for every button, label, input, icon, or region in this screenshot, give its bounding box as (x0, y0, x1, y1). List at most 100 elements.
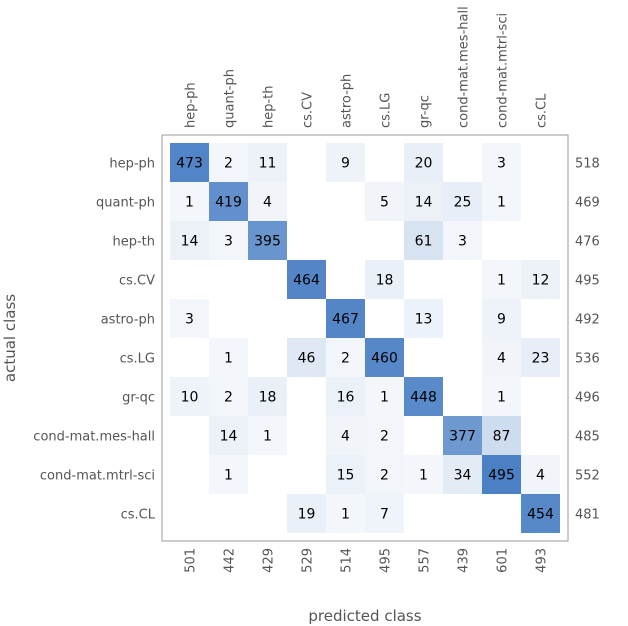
col-label: hep-ph (184, 82, 199, 128)
cell-value: 14 (415, 195, 433, 211)
cell-r5-c4 (326, 338, 365, 377)
y-axis-title: actual class (1, 294, 19, 382)
cell-value: 467 (332, 312, 359, 328)
cell-r6-c8 (482, 377, 521, 416)
cell-r9-c9 (521, 494, 560, 533)
row-label: gr-qc (122, 391, 155, 406)
cell-value: 1 (497, 390, 506, 406)
cell-r4-c0 (170, 299, 209, 338)
cell-value: 46 (298, 351, 316, 367)
cell-r2-c1 (209, 221, 248, 260)
cell-r5-c8 (482, 338, 521, 377)
col-total: 501 (184, 548, 199, 573)
cell-r8-c6 (404, 455, 443, 494)
row-total: 495 (575, 274, 600, 289)
cell-r1-c8 (482, 182, 521, 221)
cell-r6-c2 (248, 377, 287, 416)
cell-value: 4 (536, 468, 545, 484)
cell-value: 495 (488, 468, 515, 484)
row-label: cond-mat.mes-hall (33, 430, 155, 445)
cell-r8-c1 (209, 455, 248, 494)
cell-value: 4 (263, 195, 272, 211)
cell-value: 25 (454, 195, 472, 211)
cell-r7-c1 (209, 416, 248, 455)
cell-r3-c3 (287, 260, 326, 299)
cell-r6-c6 (404, 377, 443, 416)
cell-r0-c6 (404, 143, 443, 182)
cell-r1-c2 (248, 182, 287, 221)
cell-r6-c0 (170, 377, 209, 416)
cell-r3-c5 (365, 260, 404, 299)
cell-r9-c4 (326, 494, 365, 533)
cell-value: 1 (380, 390, 389, 406)
cell-value: 2 (341, 351, 350, 367)
col-total: 529 (301, 548, 316, 573)
cell-value: 5 (380, 195, 389, 211)
cell-r6-c1 (209, 377, 248, 416)
row-label: cs.CL (121, 508, 156, 523)
col-total: 429 (262, 548, 277, 573)
cell-value: 454 (527, 507, 554, 523)
cell-r5-c1 (209, 338, 248, 377)
row-labels: hep-ph quant-ph hep-th cs.CV astro-ph cs.LG gr… (33, 157, 155, 523)
cell-value: 61 (415, 234, 433, 250)
row-label: hep-th (112, 235, 155, 250)
cell-value: 23 (532, 351, 550, 367)
row-total: 492 (575, 313, 600, 328)
cell-r0-c2 (248, 143, 287, 182)
col-label: cs.LG (379, 93, 394, 128)
row-total: 552 (575, 469, 600, 484)
cell-value: 15 (337, 468, 355, 484)
cell-value: 1 (341, 507, 350, 523)
cell-r4-c8 (482, 299, 521, 338)
col-label: cond-mat.mes-hall (457, 6, 472, 128)
cell-value: 1 (185, 195, 194, 211)
row-total: 518 (575, 157, 600, 172)
cell-r5-c9 (521, 338, 560, 377)
row-label: cond-mat.mtrl-sci (40, 469, 155, 484)
col-label: hep-th (262, 85, 277, 128)
cell-value: 1 (263, 429, 272, 445)
cell-r4-c6 (404, 299, 443, 338)
cell-value: 11 (259, 156, 277, 172)
cell-value: 9 (341, 156, 350, 172)
col-label: quant-ph (223, 69, 238, 128)
cell-r8-c4 (326, 455, 365, 494)
cell-value: 395 (254, 234, 281, 250)
cell-value: 448 (410, 390, 437, 406)
cell-r5-c5 (365, 338, 404, 377)
cell-r2-c2 (248, 221, 287, 260)
cell-value: 3 (458, 234, 467, 250)
cells-layer (170, 143, 560, 533)
col-labels: hep-ph quant-ph hep-th cs.CV astro-ph cs.LG gr… (184, 6, 550, 128)
col-total: 601 (496, 548, 511, 573)
cell-value: 9 (497, 312, 506, 328)
col-total: 495 (379, 548, 394, 573)
cell-value: 2 (380, 429, 389, 445)
cell-r1-c1 (209, 182, 248, 221)
col-total: 557 (418, 548, 433, 573)
col-label: cs.CV (301, 92, 316, 128)
x-axis-title: predicted class (308, 607, 421, 625)
cell-r5-c3 (287, 338, 326, 377)
cell-value: 10 (181, 390, 199, 406)
cell-value: 419 (215, 195, 242, 211)
plot-frame (161, 134, 569, 542)
cell-value: 1 (497, 195, 506, 211)
cell-r8-c5 (365, 455, 404, 494)
cell-value: 1 (497, 273, 506, 289)
cell-value: 13 (415, 312, 433, 328)
col-label: astro-ph (340, 74, 355, 128)
cell-r3-c8 (482, 260, 521, 299)
cell-value: 34 (454, 468, 472, 484)
cell-r0-c0 (170, 143, 209, 182)
cell-r7-c4 (326, 416, 365, 455)
cell-r3-c9 (521, 260, 560, 299)
cell-r1-c5 (365, 182, 404, 221)
cell-value: 1 (224, 351, 233, 367)
cell-value: 4 (341, 429, 350, 445)
cell-r2-c7 (443, 221, 482, 260)
cell-value: 18 (259, 390, 277, 406)
cell-value: 14 (220, 429, 238, 445)
